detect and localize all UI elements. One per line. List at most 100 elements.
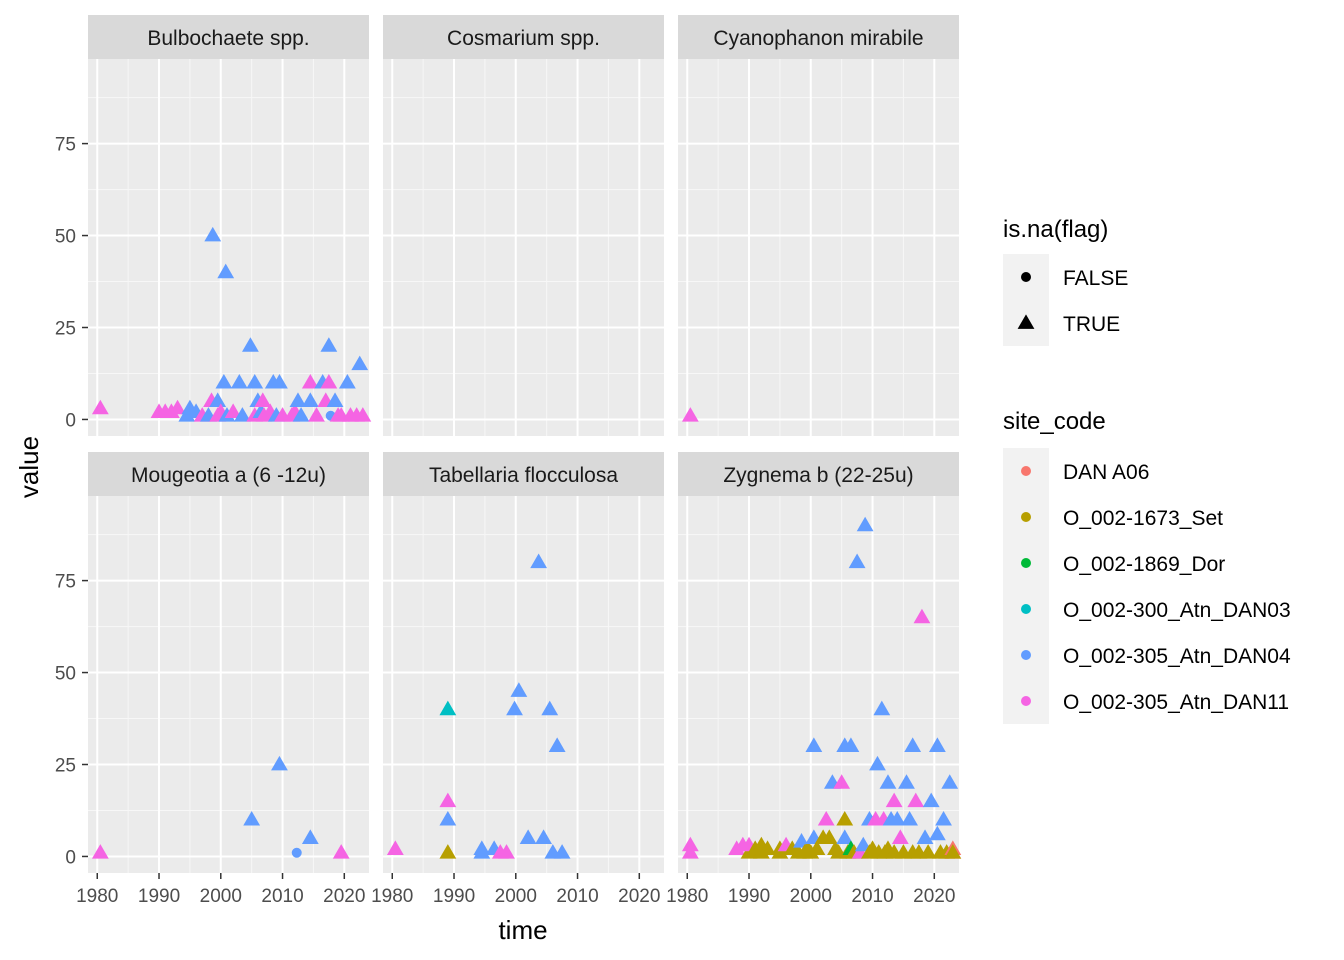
- facet-strip: [383, 15, 664, 59]
- data-point-triangle: [233, 407, 251, 422]
- data-point-triangle: [301, 829, 319, 844]
- facet-panels: Bulbochaete spp. 0 25 50 75 Cosmarium spp. Cya…: [55, 15, 962, 907]
- data-point-triangle: [759, 840, 776, 855]
- facet-strip: [678, 15, 959, 59]
- data-point-circle: [291, 847, 302, 858]
- data-point-triangle: [320, 373, 338, 389]
- data-point-triangle: [519, 829, 537, 844]
- facet-panel: Cosmarium spp.: [383, 15, 664, 436]
- facet-strip: [88, 452, 369, 496]
- data-point-triangle: [681, 844, 699, 859]
- data-point-triangle: [553, 844, 571, 859]
- data-point-triangle: [338, 373, 356, 389]
- data-point-triangle: [91, 399, 109, 415]
- color-legend-title: site_code: [1003, 408, 1106, 435]
- data-point-triangle: [898, 774, 915, 789]
- facet-strip: [678, 452, 959, 496]
- legend-label: O_002-305_Atn_DAN04: [1063, 645, 1291, 668]
- data-point-triangle: [301, 392, 319, 407]
- y-tick-label: 50: [55, 664, 76, 685]
- data-point-triangle: [439, 792, 457, 808]
- facet-panel: Zygnema b (22-25u) 1980 1990 2000 2010 2020: [666, 452, 962, 907]
- data-point-triangle: [439, 810, 457, 826]
- data-point-triangle: [354, 407, 372, 422]
- shape-legend: is.na(flag) FALSE TRUE: [1003, 216, 1128, 346]
- data-point-triangle: [439, 700, 457, 716]
- facet-strip: [383, 452, 664, 496]
- legend-label: O_002-305_Atn_DAN11: [1063, 691, 1289, 714]
- data-point-triangle: [541, 700, 559, 716]
- data-point-triangle: [856, 516, 874, 532]
- facet-strip-label: Bulbochaete spp.: [147, 27, 309, 50]
- data-point-triangle: [439, 844, 457, 859]
- x-tick-label: 2000: [790, 886, 832, 907]
- facet-strip-label: Mougeotia a (6 -12u): [131, 464, 326, 487]
- data-point-triangle: [169, 399, 186, 415]
- y-tick-label: 75: [55, 572, 76, 593]
- y-tick-label: 25: [55, 755, 76, 776]
- data-point-triangle: [320, 337, 338, 352]
- data-point-triangle: [836, 810, 854, 826]
- data-point-triangle: [535, 829, 552, 844]
- legend-key-dot: [1021, 466, 1031, 476]
- shape-legend-title: is.na(flag): [1003, 216, 1108, 243]
- legend-label: O_002-300_Atn_DAN03: [1063, 599, 1291, 622]
- panel-background: [383, 59, 664, 436]
- facet-strip-label: Cyanophanon mirabile: [713, 27, 923, 50]
- data-point-triangle: [301, 373, 319, 389]
- data-point-triangle: [308, 407, 325, 422]
- data-point-triangle: [907, 792, 925, 808]
- legend-label: O_002-1673_Set: [1063, 507, 1223, 530]
- data-point-triangle: [332, 844, 350, 859]
- legend-key-triangle: [1017, 314, 1035, 329]
- x-tick-label: 1980: [666, 886, 708, 907]
- y-tick-label: 75: [55, 135, 76, 156]
- legend-key-dot: [1021, 604, 1031, 614]
- y-tick-label: 0: [65, 410, 76, 431]
- facet-panel: Mougeotia a (6 -12u) 0 25 50 75 1980 1990 2000 2…: [55, 452, 369, 907]
- data-point-triangle: [941, 774, 959, 789]
- data-point-triangle: [869, 755, 886, 771]
- data-point-triangle: [771, 844, 789, 859]
- data-point-triangle: [271, 373, 288, 389]
- x-tick-label: 2020: [618, 886, 660, 907]
- data-point-triangle: [817, 810, 835, 826]
- panel-background: [383, 496, 664, 873]
- data-point-triangle: [922, 792, 940, 808]
- data-point-triangle: [242, 337, 259, 352]
- facet-panel: Tabellaria flocculosa 1980 1990 2000 2010 202…: [371, 452, 664, 907]
- x-tick-label: 2010: [261, 886, 303, 907]
- data-point-triangle: [891, 829, 909, 844]
- legend-label: O_002-1869_Dor: [1063, 553, 1225, 576]
- facet-strip: [88, 15, 369, 59]
- x-tick-label: 1990: [433, 886, 475, 907]
- y-tick-label: 25: [55, 318, 76, 339]
- legend-key-dot: [1021, 696, 1031, 706]
- data-point-triangle: [833, 774, 851, 789]
- data-point-triangle: [888, 810, 906, 826]
- data-point-triangle: [271, 755, 288, 771]
- x-tick-label: 2010: [851, 886, 893, 907]
- data-point-triangle: [506, 700, 523, 716]
- facet-strip-label: Cosmarium spp.: [447, 27, 600, 50]
- legend-label: DAN A06: [1063, 461, 1149, 484]
- data-point-triangle: [928, 825, 946, 841]
- facet-strip-label: Tabellaria flocculosa: [429, 464, 618, 487]
- data-point-triangle: [928, 737, 946, 752]
- facet-panel: Bulbochaete spp. 0 25 50 75: [55, 15, 372, 436]
- legend-label: TRUE: [1063, 313, 1120, 336]
- facet-panel: Cyanophanon mirabile: [678, 15, 959, 436]
- x-tick-label: 2010: [556, 886, 598, 907]
- x-tick-label: 1980: [371, 886, 413, 907]
- shape-legend-keys: FALSE TRUE: [1003, 254, 1128, 346]
- data-point-triangle: [209, 392, 227, 407]
- data-point-triangle: [873, 700, 891, 716]
- data-point-triangle: [530, 553, 548, 569]
- data-point-triangle: [944, 844, 962, 859]
- color-legend: site_code DAN A06 O_002-1673_Set O_002-186…: [1003, 408, 1291, 724]
- data-point-triangle: [808, 840, 826, 855]
- data-point-triangle: [178, 407, 196, 422]
- data-point-triangle: [879, 774, 897, 789]
- data-point-triangle: [681, 836, 699, 852]
- panel-background: [88, 496, 369, 873]
